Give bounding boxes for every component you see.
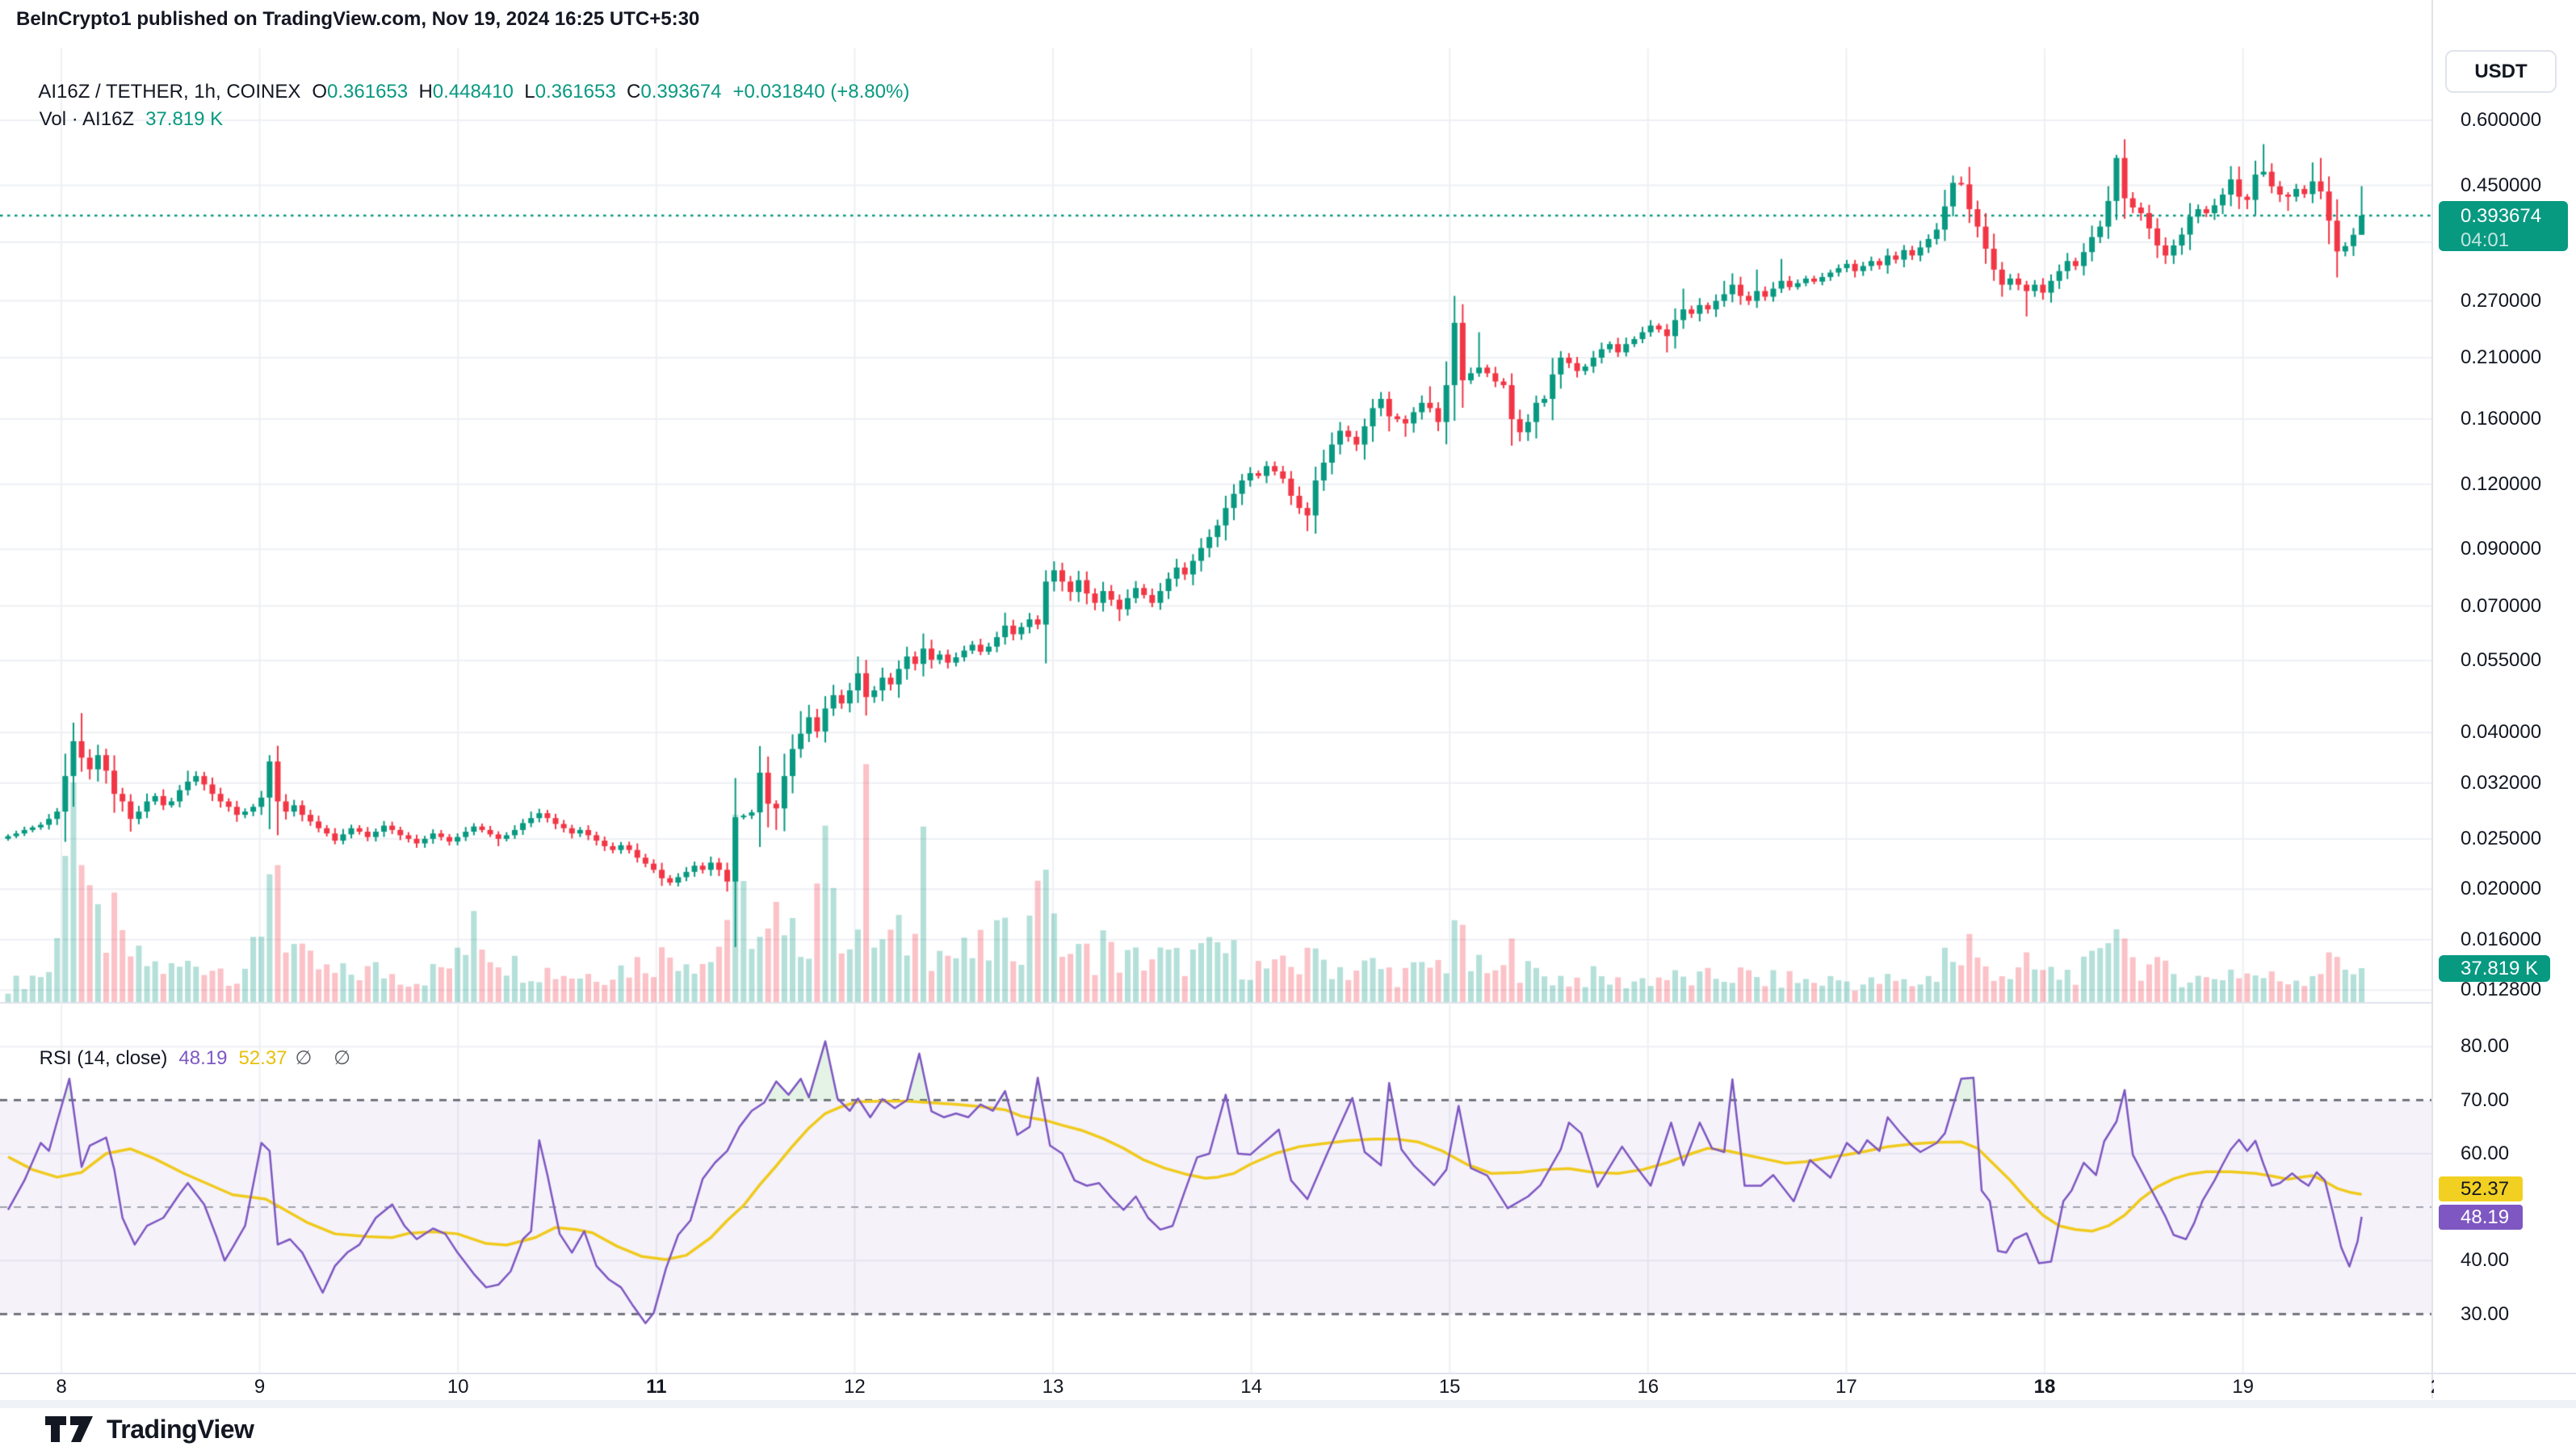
ohlc-values: O0.361653 H0.448410 L0.361653 C0.393674 [312, 81, 721, 103]
time-label-18: 18 [2033, 1376, 2056, 1398]
price-tick-0.025000: 0.025000 [2461, 827, 2542, 849]
time-label-8: 8 [56, 1376, 67, 1398]
time-label-16: 16 [1637, 1376, 1659, 1398]
ohlc-value-L: 0.361653 [535, 81, 616, 103]
rsi-visibility-icons[interactable]: ∅ ∅ [295, 1047, 359, 1069]
time-label-12: 12 [844, 1376, 866, 1398]
tradingview-logo-icon[interactable] [44, 1413, 95, 1445]
price-tick-0.270000: 0.270000 [2461, 289, 2542, 312]
time-axis-separator [0, 1373, 2576, 1374]
time-label-11: 11 [646, 1376, 667, 1398]
price-tick-0.090000: 0.090000 [2461, 538, 2542, 560]
ohlc-value-C: 0.393674 [640, 81, 722, 103]
price-tick-0.016000: 0.016000 [2461, 928, 2542, 950]
volume-legend: Vol · AI16Z 37.819 K [18, 86, 224, 153]
price-tick-0.055000: 0.055000 [2461, 649, 2542, 672]
time-axis[interactable]: 8 9 10 11 12 13 14 15 16 17 18 19 20 [0, 1376, 2434, 1400]
bar-countdown: 04:01 [2461, 229, 2510, 251]
price-tick-0.020000: 0.020000 [2461, 878, 2542, 900]
rsi-tick-40: 40.00 [2461, 1249, 2510, 1272]
ohlc-label-C: C [615, 81, 641, 103]
ohlc-value-H: 0.448410 [432, 81, 514, 103]
current-price-value: 0.393674 [2461, 205, 2542, 227]
time-label-15: 15 [1438, 1376, 1461, 1398]
time-label-10: 10 [447, 1376, 469, 1398]
rsi-tick-80: 80.00 [2461, 1035, 2510, 1058]
volume-badge: 37.819 K [2439, 955, 2550, 982]
volume-legend-label: Vol · AI16Z [39, 108, 135, 130]
rsi-legend: RSI (14, close) 48.19 52.37 ∅ ∅ [18, 1024, 359, 1092]
price-tick-0.070000: 0.070000 [2461, 594, 2542, 617]
time-label-17: 17 [1836, 1376, 1857, 1398]
price-tick-0.160000: 0.160000 [2461, 408, 2542, 430]
ohlc-value-O: 0.361653 [327, 81, 409, 103]
ohlc-label-O: O [312, 81, 328, 103]
rsi-ma-legend-value: 52.37 [238, 1047, 287, 1069]
current-price-badge: 0.393674 04:01 [2439, 201, 2568, 251]
ohlc-label-H: H [408, 81, 433, 103]
header-title: BeInCrypto1 published on TradingView.com… [16, 8, 700, 30]
price-tick-0.012800: 0.012800 [2461, 979, 2542, 1001]
rsi-legend-value: 48.19 [178, 1047, 228, 1069]
time-label-9: 9 [254, 1376, 266, 1398]
symbol-legend: AI16Z / TETHER, 1h, COINEX O0.361653 H0.4… [18, 58, 909, 126]
price-tick-0.450000: 0.450000 [2461, 174, 2542, 196]
time-label-13: 13 [1042, 1376, 1064, 1398]
rsi-tick-60: 60.00 [2461, 1142, 2510, 1164]
footer-divider [0, 1400, 2576, 1408]
price-tick-0.600000: 0.600000 [2461, 109, 2542, 132]
price-tick-0.210000: 0.210000 [2461, 346, 2542, 368]
price-tick-0.032000: 0.032000 [2461, 771, 2542, 794]
price-tick-0.120000: 0.120000 [2461, 472, 2542, 495]
change-value: +0.031840 (+8.80%) [732, 81, 910, 103]
rsi-legend-title: RSI (14, close) [39, 1047, 168, 1069]
rsi-tick-30: 30.00 [2461, 1302, 2510, 1325]
time-label-20: 20 [2417, 1376, 2434, 1398]
tradingview-brand-text[interactable]: TradingView [107, 1414, 254, 1444]
rsi-badge: 48.19 [2439, 1205, 2523, 1230]
time-label-19: 19 [2232, 1376, 2254, 1398]
price-tick-0.040000: 0.040000 [2461, 721, 2542, 744]
rsi-ma-badge: 52.37 [2439, 1176, 2523, 1201]
ohlc-label-L: L [513, 81, 535, 103]
symbol-title: AI16Z / TETHER, 1h, COINEX [38, 81, 301, 103]
currency-button[interactable]: USDT [2445, 50, 2557, 93]
rsi-tick-70: 70.00 [2461, 1088, 2510, 1111]
volume-legend-value: 37.819 K [145, 108, 224, 130]
time-label-14: 14 [1240, 1376, 1262, 1398]
footer: TradingView [44, 1413, 254, 1445]
